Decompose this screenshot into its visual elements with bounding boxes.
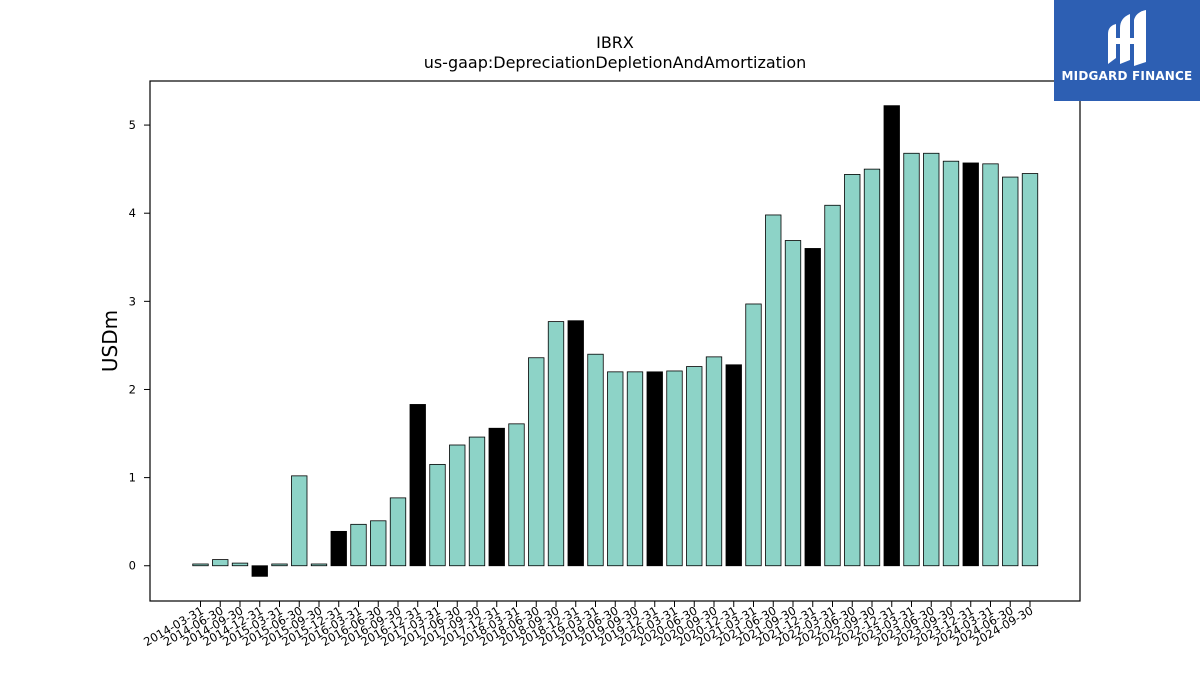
y-tick-label: 3 bbox=[129, 294, 136, 308]
midgard-logo-icon bbox=[1108, 10, 1146, 66]
bar-2016-09-30 bbox=[389, 497, 407, 567]
bar-2017-09-30 bbox=[468, 436, 486, 567]
bar-2024-03-31 bbox=[982, 163, 999, 567]
bar-2014-09-30 bbox=[231, 562, 249, 567]
bar-2020-09-30 bbox=[705, 356, 723, 567]
bar-2018-09-30 bbox=[547, 321, 565, 567]
bar-2015-09-30 bbox=[310, 563, 328, 567]
bar-2023-09-30 bbox=[942, 160, 960, 567]
bar-2015-12-31 bbox=[330, 530, 347, 567]
chart-title: IBRX bbox=[596, 33, 634, 52]
bar-2022-06-30 bbox=[844, 174, 861, 567]
bar-2016-06-30 bbox=[370, 520, 387, 567]
bar-2016-12-31 bbox=[409, 404, 426, 567]
bar-2019-09-30 bbox=[626, 371, 644, 567]
bar-2020-06-30 bbox=[686, 366, 703, 567]
y-tick-label: 0 bbox=[129, 559, 136, 573]
bar-2018-06-30 bbox=[528, 357, 545, 567]
bar-2016-03-31 bbox=[350, 523, 367, 567]
bar-2014-12-31 bbox=[251, 565, 268, 577]
bar-2015-06-30 bbox=[291, 475, 308, 567]
y-tick-label: 1 bbox=[129, 471, 136, 485]
y-axis: 0 1 2 3 4 5 bbox=[129, 118, 150, 573]
bar-2018-03-31 bbox=[508, 423, 525, 567]
bar-2020-03-31 bbox=[666, 370, 683, 567]
bar-2017-06-30 bbox=[449, 444, 466, 567]
y-tick-label: 5 bbox=[129, 118, 136, 132]
bar-2014-06-30 bbox=[212, 559, 229, 567]
bar-2023-03-31 bbox=[903, 152, 920, 567]
bar-2019-03-31 bbox=[587, 353, 604, 567]
bar-2024-06-30 bbox=[1002, 176, 1019, 567]
bar-2021-03-31 bbox=[745, 303, 762, 567]
bar-2014-03-31 bbox=[192, 563, 209, 567]
y-tick-label: 4 bbox=[129, 206, 136, 220]
bar-2021-12-31 bbox=[804, 248, 821, 567]
bar-2022-03-31 bbox=[824, 204, 841, 567]
plot-frame bbox=[149, 80, 1081, 602]
midgard-finance-logo: MIDGARD FINANCE bbox=[1054, 0, 1200, 101]
bar-2021-09-30 bbox=[784, 240, 802, 567]
bar-2019-12-31 bbox=[646, 371, 663, 567]
bar-2020-12-31 bbox=[725, 364, 742, 567]
y-tick-label: 2 bbox=[129, 382, 136, 396]
bar-2017-03-31 bbox=[429, 463, 446, 567]
bar-2024-09-30 bbox=[1021, 173, 1039, 567]
bars-group bbox=[192, 105, 1039, 577]
bar-2015-03-31 bbox=[271, 563, 288, 567]
bar-2022-12-31 bbox=[883, 105, 900, 567]
logo-brand-text: MIDGARD FINANCE bbox=[1061, 69, 1193, 83]
bar-2022-09-30 bbox=[863, 168, 881, 567]
bar-2019-06-30 bbox=[607, 371, 624, 567]
bar-2021-06-30 bbox=[765, 214, 782, 567]
y-axis-label: USDm bbox=[98, 310, 122, 372]
bar-2018-12-31 bbox=[567, 320, 584, 567]
x-axis: 2014-03-312014-06-302014-09-302014-12-31… bbox=[141, 601, 1036, 649]
chart-subtitle: us-gaap:DepreciationDepletionAndAmortiza… bbox=[424, 53, 807, 72]
bar-2023-06-30 bbox=[923, 152, 940, 567]
bar-2023-12-31 bbox=[962, 162, 979, 567]
bar-2017-12-31 bbox=[488, 427, 505, 567]
